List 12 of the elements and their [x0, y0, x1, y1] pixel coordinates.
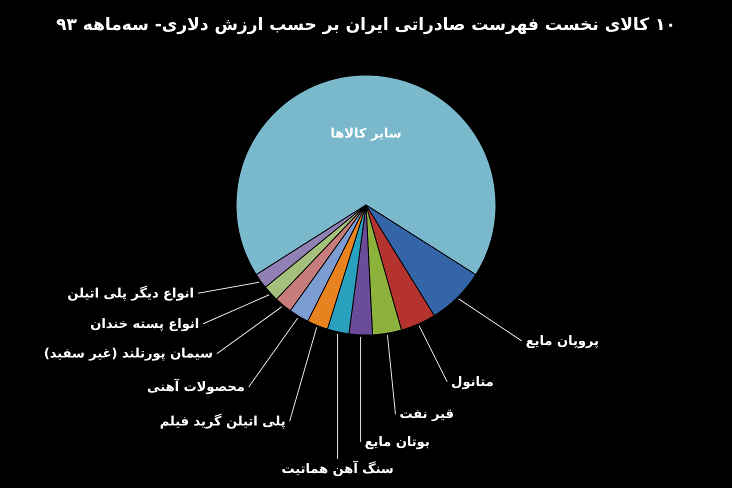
slice-label: سنگ آهن هماتیت — [282, 460, 394, 477]
slice-label: محصولات آهنی — [147, 378, 245, 395]
slice-label: قیر نفت — [399, 407, 454, 422]
slice-label: سایر کالاها — [330, 126, 402, 142]
chart-title: ۱۰ کالای نخست فهرست صادراتی ایران بر حسب ارزش دلاری- سه‌ماهه ۹۳ — [56, 15, 676, 35]
slice-label: متانول — [451, 374, 494, 390]
slice-label: انواع پسته خندان — [90, 316, 200, 332]
slice-label: سیمان پورتلند (غیر سفید) — [44, 346, 213, 362]
slice-label: بوتان مایع — [364, 434, 430, 450]
slice-label: پلی اتیلن گرید فیلم — [160, 413, 286, 430]
slice-label: انواع دیگر پلی اتیلن — [67, 285, 194, 302]
slice-label: پروپان مایع — [526, 334, 599, 349]
